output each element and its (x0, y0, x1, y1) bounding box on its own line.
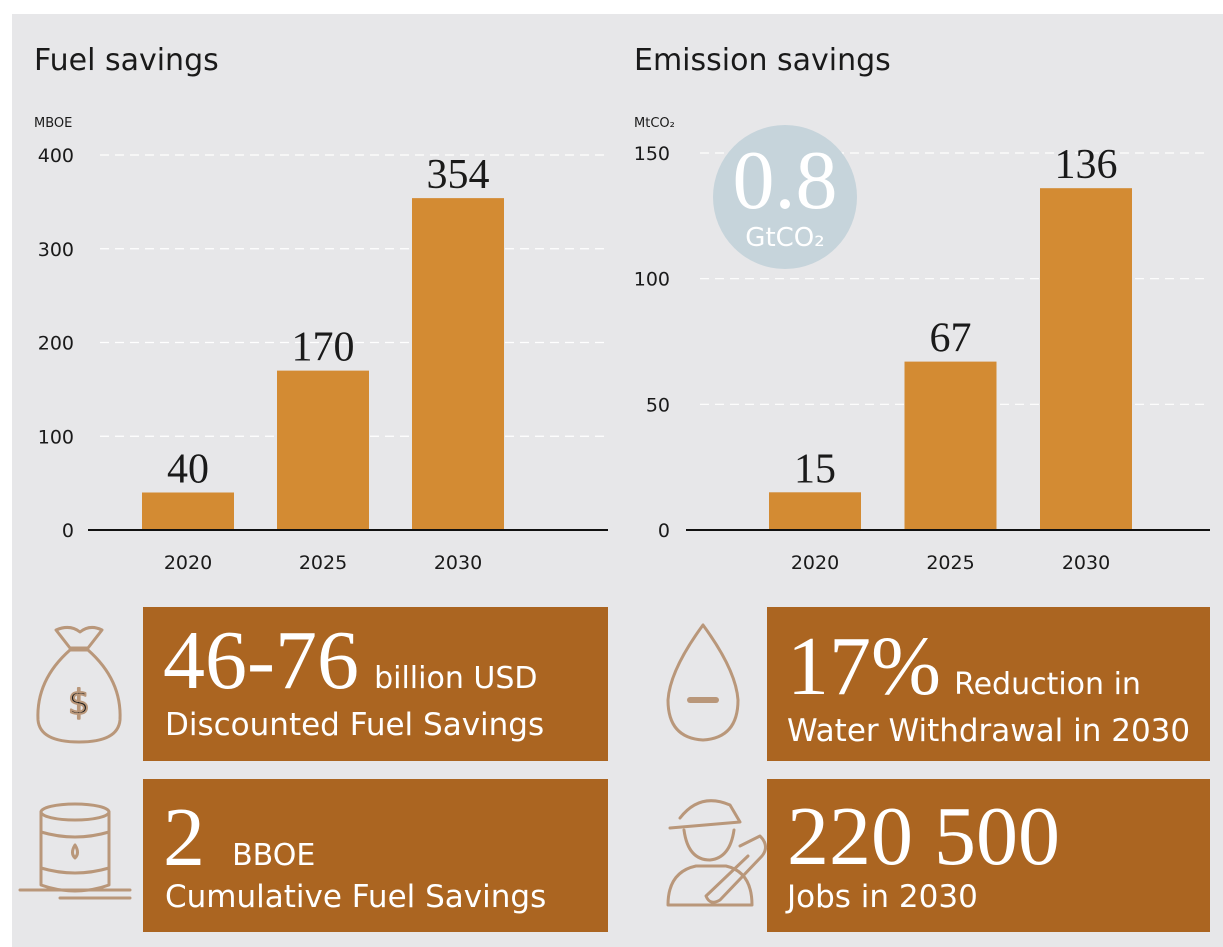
x-tick-label: 2030 (434, 552, 482, 574)
bar (412, 198, 504, 530)
value-label: 15 (794, 446, 836, 492)
water-drop-icon (666, 623, 740, 742)
stat-headline: 17% Reduction in (787, 620, 1141, 713)
x-tick-label: 2020 (164, 552, 212, 574)
value-label: 354 (427, 152, 490, 198)
stat-box (767, 607, 1210, 761)
y-tick-label: 300 (38, 239, 74, 261)
stat-label: Cumulative Fuel Savings (165, 879, 546, 915)
x-tick-label: 2025 (299, 552, 347, 574)
stat-unit: Reduction in (954, 667, 1141, 702)
money-bag-icon: $ (36, 625, 122, 744)
stat-box (767, 779, 1210, 932)
stat-headline: 46-76 billion USD (163, 614, 537, 707)
svg-text:$: $ (68, 683, 90, 723)
y-tick-label: 100 (38, 426, 74, 448)
stat-label: Jobs in 2030 (785, 879, 978, 915)
stat-value: 17% (787, 620, 941, 713)
stat-box (143, 779, 608, 932)
y-tick-label: 400 (38, 145, 74, 167)
x-tick-label: 2020 (791, 552, 839, 574)
bar (142, 492, 234, 530)
value-label: 170 (292, 325, 355, 371)
chart-title: Emission savings (634, 43, 891, 78)
bar (904, 361, 997, 530)
stat-value: 46-76 (163, 614, 359, 707)
bar (769, 492, 861, 530)
stat-value: 220 500 (787, 790, 1060, 883)
y-axis-label: MtCO₂ (634, 116, 675, 131)
stat-box (143, 607, 608, 761)
y-tick-label: 50 (646, 394, 670, 416)
y-tick-label: 150 (634, 143, 670, 165)
value-label: 136 (1055, 142, 1118, 188)
y-tick-label: 100 (634, 269, 670, 291)
stat-label: Discounted Fuel Savings (165, 707, 544, 743)
y-tick-label: 0 (658, 520, 670, 542)
annotation-circle (713, 125, 857, 269)
worker-icon (666, 799, 767, 907)
y-tick-label: 200 (38, 333, 74, 355)
stat-unit: billion USD (374, 661, 537, 696)
bar (277, 370, 369, 530)
annotation-value: 0.8 (733, 134, 838, 227)
stat-headline: 2 BBOE (163, 791, 315, 884)
x-tick-label: 2030 (1062, 552, 1110, 574)
x-tick-label: 2025 (926, 552, 974, 574)
y-tick-label: 0 (62, 520, 74, 542)
stat-value: 2 (163, 791, 205, 884)
bar (1040, 188, 1132, 531)
stat-unit: BBOE (232, 838, 315, 873)
value-label: 67 (930, 316, 972, 362)
annotation-unit: GtCO₂ (745, 223, 824, 253)
barrel-icon (18, 802, 132, 900)
stat-label: Water Withdrawal in 2030 (787, 713, 1190, 749)
value-label: 40 (167, 447, 209, 493)
y-axis-label: MBOE (34, 116, 72, 131)
chart-title: Fuel savings (34, 43, 219, 78)
